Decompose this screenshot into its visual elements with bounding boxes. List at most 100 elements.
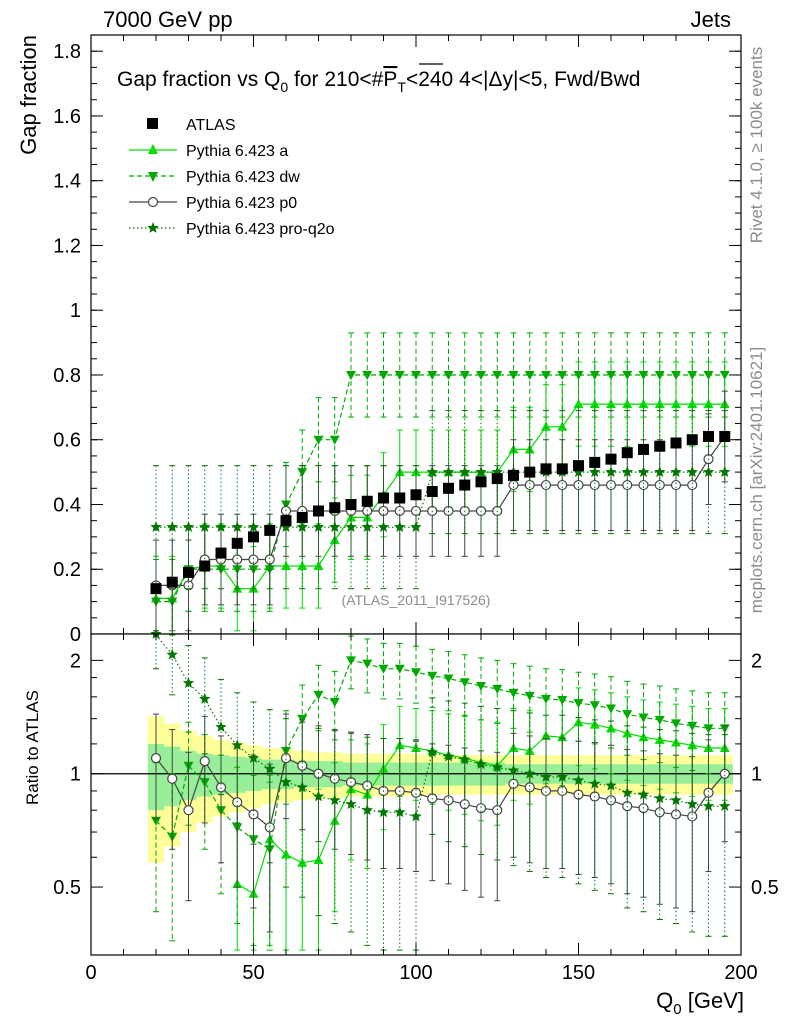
main-ylabel: Gap fraction (16, 35, 41, 155)
ratio-data-point (345, 798, 357, 809)
ratio-data-point (507, 764, 520, 776)
ratio-data-point (671, 719, 681, 729)
data-point (442, 466, 455, 477)
ratio-data-point (281, 849, 291, 859)
ratio-data-point (638, 713, 649, 723)
ratio-data-point (313, 854, 324, 864)
data-point (329, 435, 340, 445)
atlas-data-point (589, 456, 601, 468)
data-point (281, 561, 291, 571)
data-point (377, 521, 390, 532)
ratio-data-point (411, 668, 421, 678)
ratio-data-point (524, 767, 536, 779)
data-point (199, 521, 211, 532)
title-t: T (397, 79, 406, 95)
ratio-data-point (329, 698, 340, 708)
legend-entry-dw: Pythia 6.423 dw (129, 169, 300, 186)
data-point (231, 521, 243, 532)
ratio-data-point (280, 776, 292, 787)
data-point (443, 370, 454, 380)
atlas-data-point (426, 486, 438, 498)
ratio-data-point (670, 794, 682, 806)
ratio-data-point (183, 805, 194, 816)
x-tick-label: 150 (562, 962, 595, 984)
ratio-data-point (297, 714, 308, 724)
data-point (622, 370, 633, 380)
legend-marker-a (148, 144, 158, 154)
data-point (345, 521, 357, 532)
data-point (605, 466, 617, 477)
atlas-data-point (719, 430, 731, 442)
series-atlas (150, 430, 731, 595)
atlas-data-point (280, 515, 292, 527)
legend-entry-p0: Pythia 6.423 p0 (129, 195, 297, 212)
data-point (459, 466, 471, 477)
ratio-data-point (182, 677, 195, 688)
ratio-y-axis: 0.5 0.5 1 1 2 2 (53, 650, 779, 899)
ratio-data-point (361, 804, 373, 816)
data-point (491, 466, 503, 477)
legend: ATLAS Pythia 6.423 a Pythia 6.423 dw Pyt… (129, 117, 335, 238)
x-tick-label: 100 (399, 962, 432, 984)
ratio-data-point (686, 798, 698, 809)
ratio-ytick-label: 0.5 (53, 877, 81, 899)
ratio-data-point (524, 691, 535, 701)
ratio-ytick-label: 2 (70, 650, 81, 672)
x-tick-label: 0 (85, 962, 96, 984)
ratio-data-point (280, 753, 292, 764)
ratio-data-point (703, 724, 714, 734)
data-point (492, 370, 503, 380)
data-point (346, 370, 356, 380)
ratio-data-point (362, 659, 373, 669)
data-point (166, 521, 178, 532)
ratio-data-point (378, 664, 389, 674)
ratio-data-point (524, 782, 535, 793)
data-point (654, 479, 665, 491)
atlas-data-point (183, 566, 194, 578)
data-point (703, 399, 714, 409)
ratio-data-point (443, 674, 454, 684)
atlas-data-point (556, 463, 568, 475)
ratio-data-point (476, 681, 486, 691)
data-point (719, 370, 730, 380)
legend-marker-dw (148, 172, 158, 182)
atlas-data-point (361, 495, 373, 507)
data-point (572, 466, 585, 477)
main-ytick-label: 1.4 (53, 171, 81, 193)
data-point (605, 479, 617, 491)
data-point (362, 370, 373, 380)
ratio-band-outer (147, 716, 733, 863)
data-point (541, 421, 551, 431)
legend-label-p0: Pythia 6.423 p0 (186, 195, 297, 212)
ratio-data-point (443, 795, 454, 806)
title-part-a: Gap fraction vs Q (117, 68, 280, 91)
data-point (524, 479, 535, 491)
ratio-data-point (199, 756, 210, 767)
ratio-data-point (247, 752, 260, 763)
data-point (411, 370, 421, 380)
atlas-data-point (150, 583, 162, 595)
atlas-data-point (573, 460, 584, 472)
data-point (671, 370, 681, 380)
atlas-data-point (443, 482, 454, 494)
ratio-data-point (297, 760, 308, 771)
main-ytick-label: 0.4 (53, 494, 81, 516)
x-tick-label: 200 (724, 962, 757, 984)
ratio-data-point (166, 648, 178, 660)
ratio-data-point (719, 768, 730, 779)
data-point (687, 370, 698, 380)
atlas-data-point (654, 440, 666, 452)
ratio-data-point (346, 656, 356, 666)
ratio-data-point (654, 734, 665, 744)
data-point (638, 399, 649, 409)
atlas-data-point (670, 437, 682, 449)
atlas-data-point (475, 476, 487, 488)
data-point (638, 370, 649, 380)
ratio-data-point (459, 678, 470, 688)
ratio-data-point (702, 800, 715, 811)
legend-entry-a: Pythia 6.423 a (129, 143, 288, 160)
xlabel-unit: [GeV] (682, 988, 744, 1013)
data-point (297, 561, 308, 571)
data-point (247, 521, 260, 532)
ratio-data-point (671, 737, 681, 747)
